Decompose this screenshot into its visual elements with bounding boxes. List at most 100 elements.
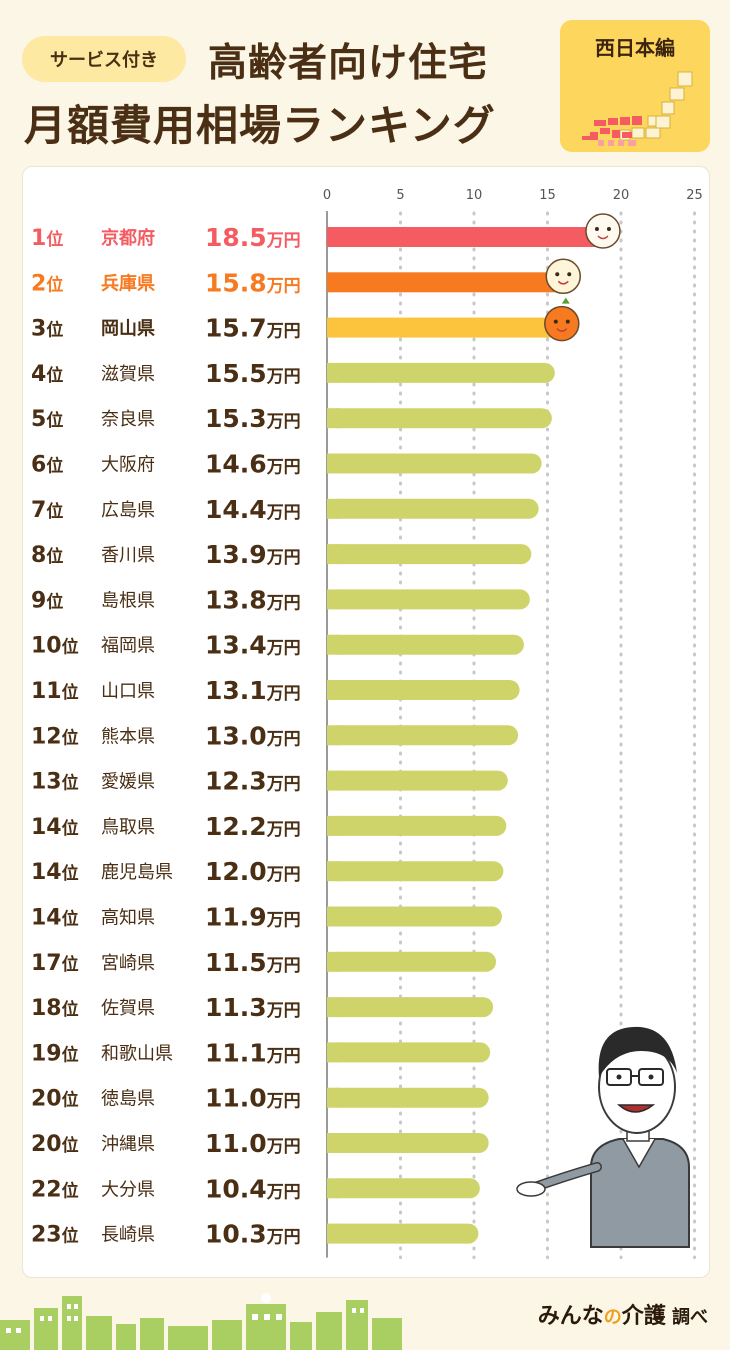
rank-label: 19位 [31, 1041, 79, 1066]
value-label: 13.9万円 [205, 540, 301, 569]
chart-panel: 0 5 10 15 20 25 1位 京都府 18.5万円 2位 兵庫県 15.8万円 3位 岡山県 15.… [22, 166, 710, 1278]
calico-cat-icon-eye [594, 227, 599, 231]
prefecture-label: 熊本県 [101, 726, 155, 747]
bar-start [327, 770, 339, 791]
value-label: 13.0万円 [205, 721, 301, 750]
bar [327, 227, 599, 247]
bar [327, 544, 532, 565]
rank-label: 23位 [31, 1223, 79, 1248]
prefecture-label: 奈良県 [101, 409, 155, 430]
value-label: 14.6万円 [205, 450, 301, 479]
bar-start [327, 1223, 339, 1244]
bar-start [327, 544, 339, 565]
prefecture-label: 佐賀県 [101, 998, 155, 1019]
value-label: 12.3万円 [205, 767, 301, 796]
presenter-man-illustration [516, 1026, 690, 1248]
value-label: 11.9万円 [205, 903, 301, 932]
prefecture-label: 大分県 [101, 1179, 155, 1200]
bar [327, 317, 558, 338]
category-badge: サービス付き [22, 36, 186, 82]
x-tick-label: 10 [466, 188, 483, 203]
value-label: 15.3万円 [205, 404, 301, 433]
rank-label: 3位 [31, 317, 63, 342]
orange-mascot-icon-eye [553, 319, 558, 324]
bar [327, 1223, 479, 1244]
calico-cat-icon-mouth [597, 235, 609, 240]
region-label: 西日本編 [595, 36, 675, 60]
prefecture-label: 長崎県 [101, 1225, 155, 1246]
brand-text-3: 介護 [621, 1304, 666, 1329]
rank-label: 6位 [31, 453, 63, 478]
prefecture-label: 鳥取県 [101, 817, 155, 838]
prefecture-label: 岡山県 [101, 319, 155, 340]
bar [327, 1087, 489, 1108]
bar-start [327, 815, 339, 836]
value-label: 11.0万円 [205, 1084, 301, 1113]
prefecture-label: 島根県 [101, 590, 155, 611]
prefecture-label: 京都府 [101, 227, 155, 249]
bar-start [327, 861, 339, 882]
calico-cat-icon-eye [606, 227, 611, 231]
prefecture-label: 兵庫県 [101, 272, 155, 294]
calico-cat-icon [585, 213, 621, 249]
value-label: 15.8万円 [205, 268, 301, 297]
prefecture-label: 福岡県 [101, 636, 155, 657]
bar-start [327, 453, 339, 474]
value-label: 15.7万円 [205, 314, 301, 343]
prefecture-label: 広島県 [101, 500, 155, 521]
region-card: 西日本編 [560, 20, 710, 152]
rank-label: 20位 [31, 1132, 79, 1157]
bar-start [327, 362, 339, 383]
rank-label: 1位 [31, 226, 63, 251]
bar [327, 362, 555, 383]
bar [327, 272, 560, 293]
orange-mascot-icon [544, 305, 580, 342]
x-tick-label: 0 [323, 188, 331, 203]
rank-label: 2位 [31, 271, 63, 296]
orange-mascot-icon-eye [565, 319, 570, 324]
value-label: 12.0万円 [205, 857, 301, 886]
bar [327, 997, 494, 1018]
prefecture-label: 徳島県 [101, 1089, 155, 1110]
bar-start [327, 951, 339, 972]
prefecture-label: 山口県 [101, 681, 155, 702]
bar [327, 589, 530, 610]
value-label: 13.4万円 [205, 631, 301, 660]
x-tick-label: 15 [539, 188, 556, 203]
bar [327, 453, 542, 474]
prefecture-label: 鹿児島県 [101, 862, 173, 883]
bar-start [327, 1042, 339, 1063]
rank-label: 10位 [31, 634, 79, 659]
cat-icon-eye [555, 272, 560, 277]
prefecture-label: 和歌山県 [101, 1043, 173, 1064]
bar [327, 861, 504, 882]
value-label: 15.5万円 [205, 359, 301, 388]
value-label: 10.3万円 [205, 1220, 301, 1249]
brand-text-1: みんな [537, 1304, 604, 1329]
bar-start [327, 906, 339, 927]
x-tick-label: 20 [613, 188, 630, 203]
rank-label: 4位 [31, 362, 63, 387]
cat-icon-mouth [557, 280, 569, 285]
bar [327, 951, 497, 972]
rank-label: 13位 [31, 770, 79, 795]
bar [327, 1133, 489, 1153]
brand-text-4: 調べ [665, 1307, 708, 1328]
bar-start [327, 634, 339, 655]
value-label: 12.2万円 [205, 812, 301, 841]
brand-logo: みんなの介護 調べ [538, 1298, 708, 1330]
x-tick-label: 5 [396, 188, 404, 203]
bar [327, 1178, 480, 1199]
value-label: 11.3万円 [205, 993, 301, 1022]
prefecture-label: 高知県 [101, 908, 155, 929]
rank-label: 8位 [31, 543, 63, 568]
orange-mascot-icon-mouth [556, 328, 568, 332]
ranking-bar-chart: 0 5 10 15 20 25 1位 京都府 18.5万円 2位 兵庫県 15.8万円 3位 岡山県 15.… [31, 188, 703, 1260]
value-label: 14.4万円 [205, 495, 301, 524]
leaf [561, 297, 570, 304]
value-label: 13.1万円 [205, 676, 301, 705]
bar-start [327, 1087, 339, 1108]
x-tick-label: 25 [686, 188, 703, 203]
rank-label: 17位 [31, 951, 79, 976]
page-title-line1: 高齢者向け住宅 [208, 41, 489, 86]
